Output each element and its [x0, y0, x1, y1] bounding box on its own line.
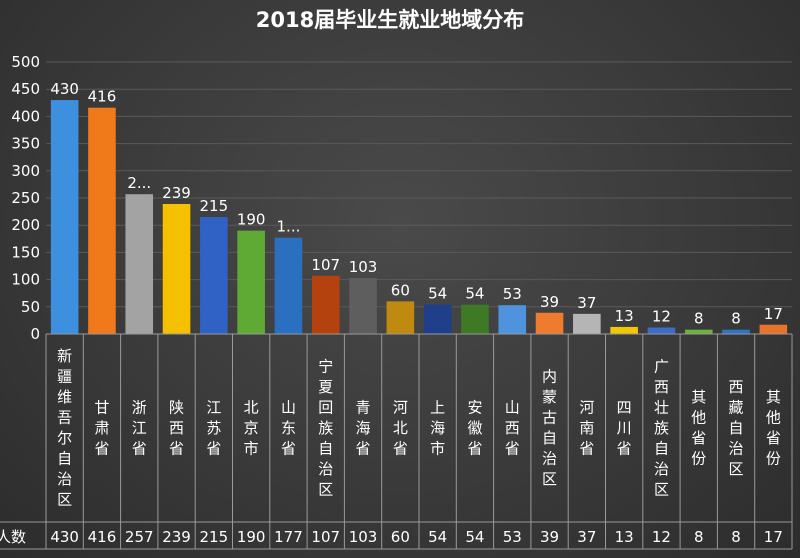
- gridlines: [46, 61, 792, 335]
- data-labels: 430 416 2... 239 215 190 1... 107 103 60 54 54 53 39 3…: [50, 80, 783, 328]
- data-label: 416: [88, 88, 117, 106]
- chart-title: 2018届毕业生就业地域分布: [256, 8, 524, 32]
- table-value: 8: [731, 528, 741, 546]
- y-tick-label: 250: [11, 189, 40, 207]
- bar: [162, 203, 191, 334]
- bar: [535, 312, 564, 334]
- bar: [722, 329, 750, 334]
- data-label: 39: [540, 293, 559, 311]
- bar: [50, 100, 79, 334]
- bar: [386, 301, 415, 334]
- table-value: 239: [162, 528, 191, 546]
- bar: [759, 324, 788, 334]
- category-label: 江苏省: [206, 398, 221, 457]
- bar: [684, 329, 713, 334]
- category-label: 安徽省: [467, 398, 482, 457]
- table-value: 107: [311, 528, 340, 546]
- table-value: 13: [615, 528, 634, 546]
- data-label: 37: [577, 294, 596, 312]
- y-tick-label: 100: [11, 271, 40, 289]
- data-label: 54: [428, 285, 447, 303]
- category-label: 北京市: [244, 398, 259, 457]
- data-label: 17: [764, 305, 783, 323]
- table-value: 190: [237, 528, 266, 546]
- data-label: 107: [311, 256, 340, 274]
- bar: [423, 304, 452, 334]
- data-label: 53: [503, 285, 522, 303]
- category-label: 四川省: [617, 398, 632, 457]
- table-value: 17: [764, 528, 783, 546]
- category-label: 河北省: [393, 398, 408, 457]
- data-label: 1...: [277, 218, 301, 236]
- bar: [610, 326, 638, 334]
- table-value: 54: [428, 528, 447, 546]
- data-table: 新疆维吾尔自治区 甘肃省 浙江省 陕西省 江苏省 北京市 山东省 宁夏回族自治区 青海省 河北省 上…: [0, 333, 793, 550]
- table-value: 257: [125, 528, 154, 546]
- category-label: 上海市: [430, 398, 445, 457]
- category-label: 青海省: [356, 398, 371, 457]
- y-tick-label: 0: [30, 325, 40, 343]
- data-label: 215: [200, 197, 229, 215]
- data-label: 8: [694, 310, 704, 328]
- y-tick-label: 400: [11, 107, 40, 125]
- table-value: 53: [503, 528, 522, 546]
- data-label: 430: [50, 80, 79, 98]
- bar: [647, 327, 676, 334]
- category-label: 广西壮族自治区: [654, 357, 669, 498]
- table-row-header: 人数: [0, 528, 26, 546]
- y-tick-label: 500: [11, 53, 40, 71]
- bar: [461, 304, 489, 334]
- data-label: 2...: [127, 174, 151, 192]
- category-label: 新疆维吾尔自治区: [57, 347, 72, 509]
- category-label: 山西省: [505, 398, 520, 457]
- table-value: 430: [50, 528, 79, 546]
- category-label: 其他省份: [766, 388, 781, 468]
- y-tick-label: 200: [11, 216, 40, 234]
- table-value: 103: [349, 528, 378, 546]
- data-label: 190: [237, 211, 266, 229]
- y-tick-label: 50: [21, 298, 40, 316]
- y-tick-label: 300: [11, 162, 40, 180]
- bar: [88, 107, 116, 334]
- data-label: 13: [615, 307, 634, 325]
- bar: [237, 230, 265, 334]
- bar: [498, 305, 527, 334]
- category-label: 山东省: [281, 398, 296, 457]
- category-label: 浙江省: [132, 398, 147, 457]
- bar: [349, 277, 377, 334]
- table-value: 416: [88, 528, 117, 546]
- category-label: 陕西省: [169, 398, 184, 457]
- category-label: 内蒙古自治区: [542, 368, 557, 489]
- y-axis: 0 50 100 150 200 250 300 350 400 450 500: [11, 53, 40, 343]
- data-label: 8: [731, 310, 741, 328]
- data-label: 103: [349, 258, 378, 276]
- data-label: 54: [465, 285, 484, 303]
- table-value: 8: [694, 528, 704, 546]
- bar: [573, 313, 601, 334]
- data-label: 239: [162, 184, 191, 202]
- table-value: 37: [577, 528, 596, 546]
- category-label: 甘肃省: [94, 398, 109, 457]
- data-label: 60: [391, 281, 410, 299]
- category-label: 河南省: [579, 398, 594, 457]
- table-value: 54: [465, 528, 484, 546]
- table-value: 215: [200, 528, 229, 546]
- category-label: 其他省份: [691, 388, 706, 468]
- bars: [50, 100, 788, 334]
- bar: [200, 217, 228, 334]
- table-value: 60: [391, 528, 410, 546]
- table-value: 39: [540, 528, 559, 546]
- data-label: 12: [652, 307, 671, 325]
- category-label: 宁夏回族自治区: [318, 357, 333, 498]
- category-label: 西藏自治区: [729, 378, 744, 478]
- table-value: 12: [652, 528, 671, 546]
- y-tick-label: 150: [11, 243, 40, 261]
- y-tick-label: 450: [11, 80, 40, 98]
- bar: [274, 237, 303, 334]
- table-value: 177: [274, 528, 303, 546]
- bar: [311, 275, 340, 334]
- bar: [125, 194, 154, 334]
- y-tick-label: 350: [11, 135, 40, 153]
